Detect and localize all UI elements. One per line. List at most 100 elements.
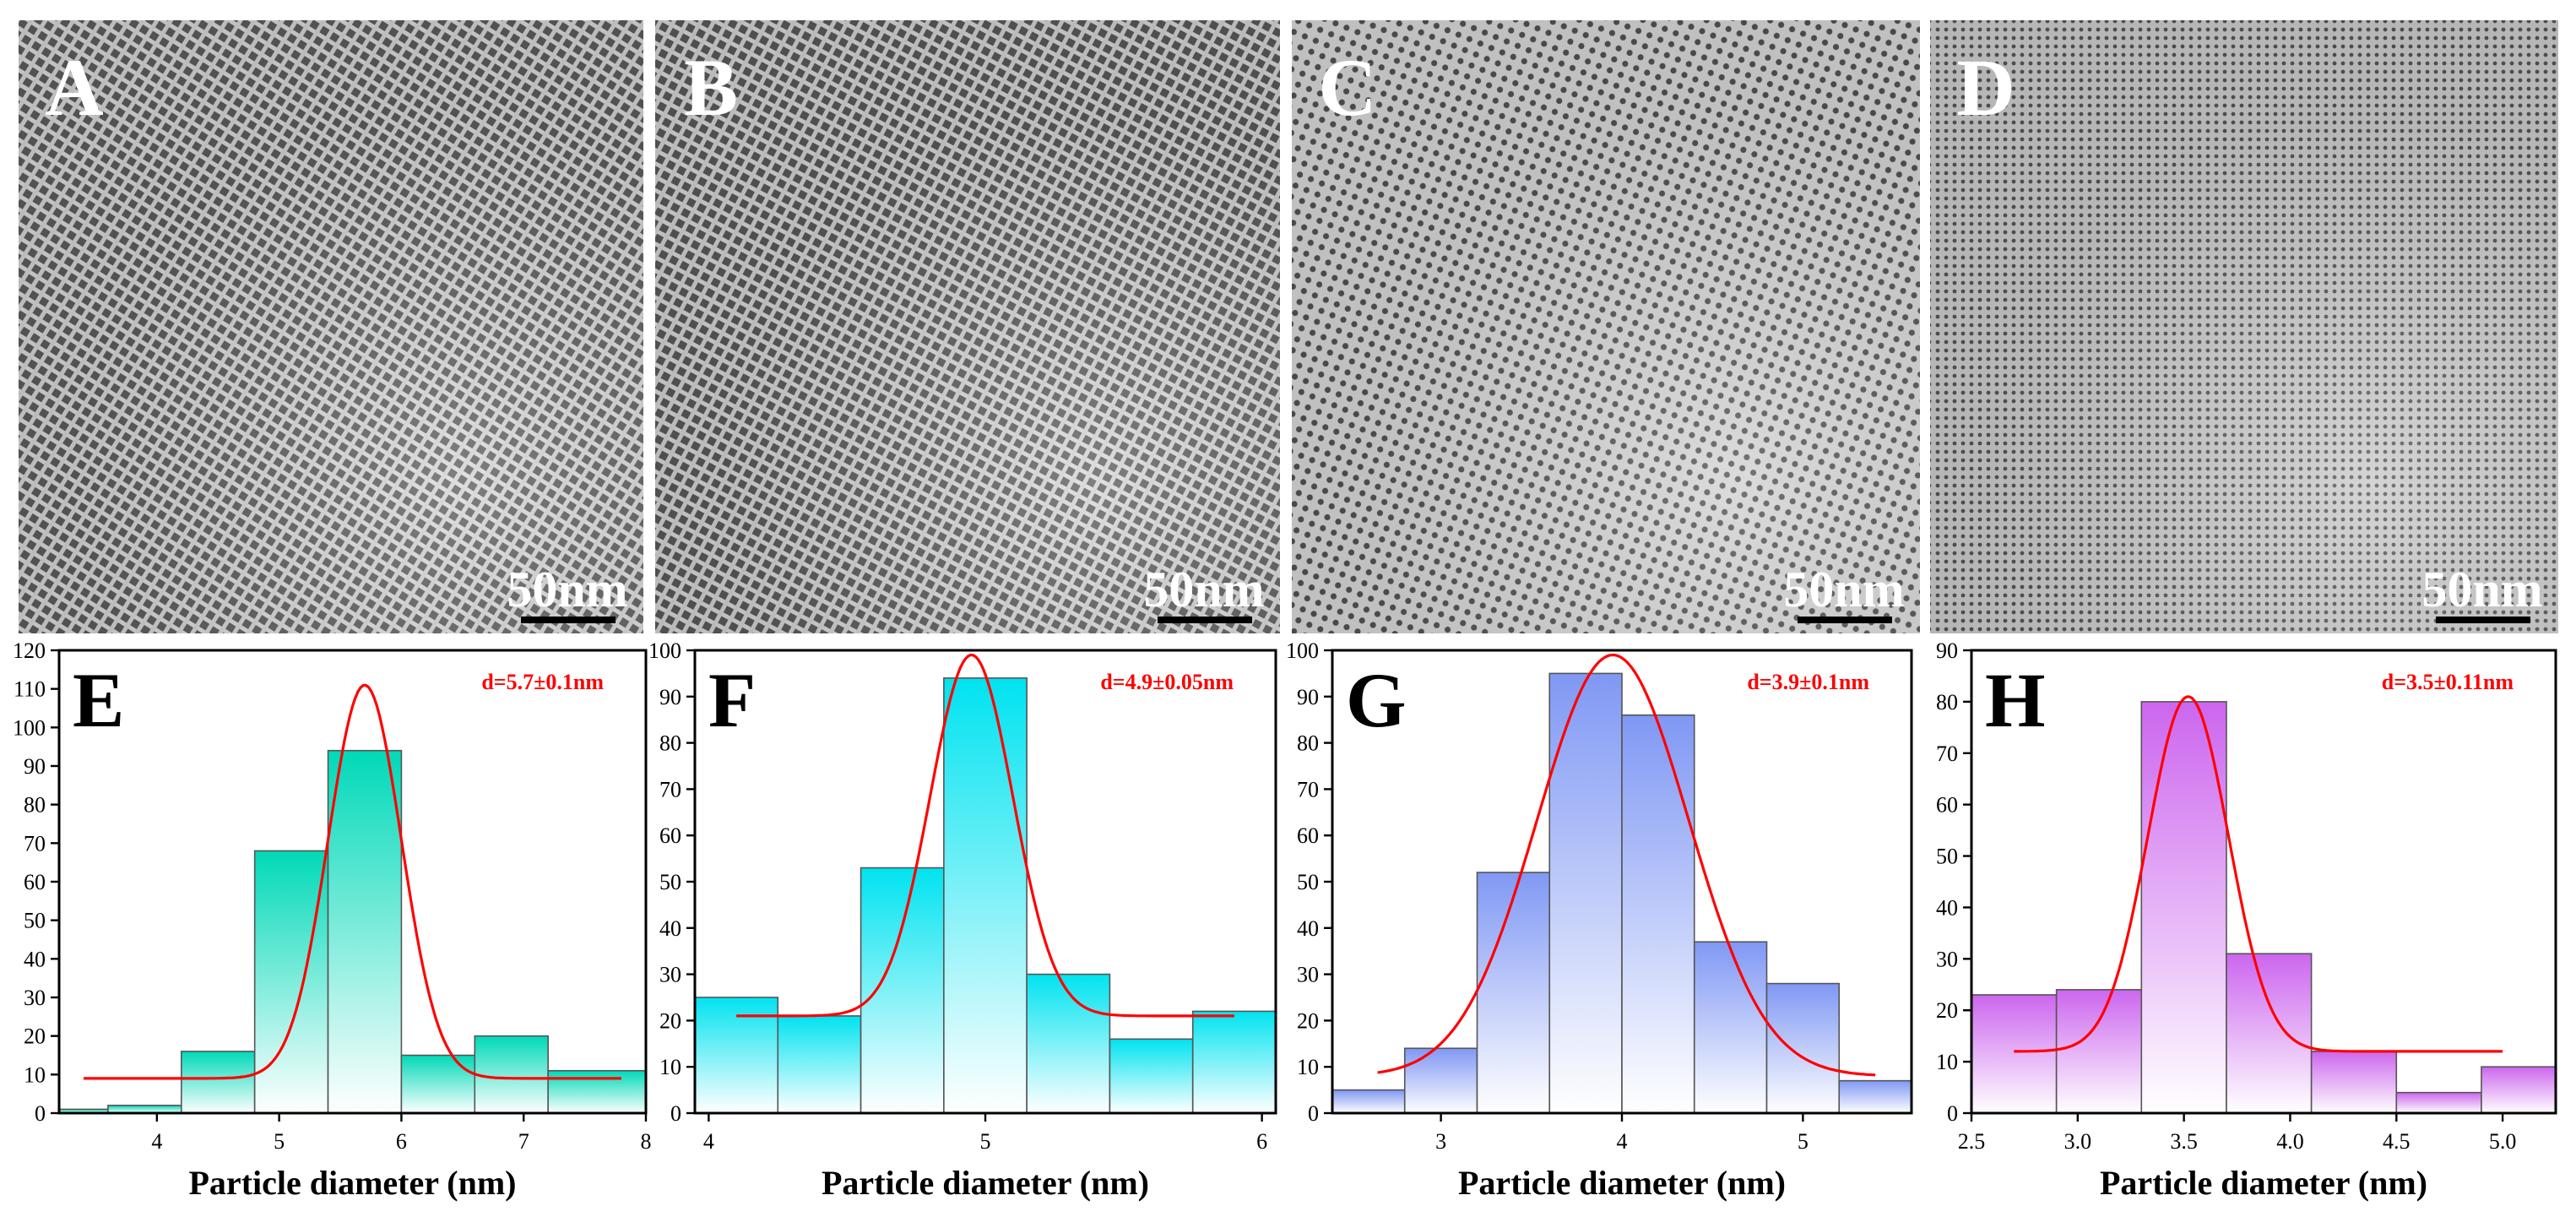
histogram-bar xyxy=(777,1015,862,1114)
y-tick-label: 30 xyxy=(1936,947,1958,971)
y-tick-label: 60 xyxy=(1936,793,1958,818)
histogram-bar xyxy=(1693,941,1768,1114)
y-tick-label: 80 xyxy=(659,731,681,756)
y-tick-label: 30 xyxy=(24,986,46,1010)
histogram-bar xyxy=(1971,994,2058,1114)
x-axis-label: Particle diameter (nm) xyxy=(822,1164,1149,1202)
x-tick-label: 6 xyxy=(396,1129,407,1154)
histogram-bar xyxy=(1621,714,1695,1114)
y-tick-label: 80 xyxy=(1297,731,1319,756)
histogram-bar xyxy=(327,749,403,1114)
panel-label: F xyxy=(708,657,756,743)
histogram-bar xyxy=(180,1051,256,1114)
y-tick-label: 20 xyxy=(24,1024,46,1049)
y-tick-label: 20 xyxy=(1936,998,1958,1023)
y-tick-label: 10 xyxy=(24,1062,46,1087)
tem-panel-b: B 50nm xyxy=(655,20,1280,633)
scale-bar xyxy=(521,617,616,623)
panel-label: C xyxy=(1318,42,1376,133)
x-tick-label: 5 xyxy=(274,1129,285,1154)
histogram-bar xyxy=(2310,1051,2398,1114)
y-tick-label: 40 xyxy=(1297,916,1319,941)
histogram-panel-f: 0 10 20 30 40 50 60 70 80 90 100 4 5 6 Particle diamet… xyxy=(648,638,1277,1202)
histogram-bar xyxy=(2481,1066,2557,1114)
y-tick-label: 30 xyxy=(1297,963,1319,987)
y-tick-label: 80 xyxy=(1936,690,1958,714)
histogram-bar xyxy=(860,867,945,1114)
gaussian-fit-curve xyxy=(2014,695,2503,1053)
panel-label: E xyxy=(73,657,124,743)
panel-label: G xyxy=(1346,657,1407,743)
plot-frame xyxy=(1970,649,2557,1115)
size-annotation: d=5.7±0.1nm xyxy=(481,670,604,694)
histogram-bar xyxy=(1109,1038,1194,1114)
tem-image-row: A 50nm B 50nm C 50nm D 50nm xyxy=(19,20,2558,633)
histogram-bar xyxy=(1838,1079,1912,1114)
tem-panel-a: A 50nm xyxy=(19,20,643,633)
y-tick-label: 90 xyxy=(1936,638,1958,663)
x-axis-label: Particle diameter (nm) xyxy=(2100,1164,2427,1202)
gaussian-fit-curve xyxy=(736,653,1234,1018)
y-tick-label: 90 xyxy=(659,685,681,709)
histogram-panel-g: 0 10 20 30 40 50 60 70 80 90 100 3 4 5 Particle diamet… xyxy=(1286,638,1913,1202)
gaussian-fit-curve xyxy=(84,683,621,1080)
size-annotation: d=3.5±0.11nm xyxy=(2382,670,2514,694)
x-tick-label: 3.0 xyxy=(2064,1129,2092,1154)
y-tick-label: 100 xyxy=(13,715,46,740)
tem-tone-overlay xyxy=(19,20,643,633)
y-tick-label: 110 xyxy=(14,677,46,702)
x-tick-label: 4.5 xyxy=(2383,1129,2411,1154)
y-tick-label: 70 xyxy=(659,777,681,801)
y-tick-label: 100 xyxy=(1286,638,1319,663)
y-tick-label: 70 xyxy=(1936,742,1958,766)
y-tick-label: 60 xyxy=(659,823,681,848)
tem-panel-d: D 50nm xyxy=(1930,20,2558,633)
gaussian-fit-curve xyxy=(1377,653,1876,1077)
histogram-bar xyxy=(1765,982,1841,1114)
tem-panel-c: C 50nm xyxy=(1292,20,1920,633)
panel-label: H xyxy=(1985,657,2046,743)
panel-label: D xyxy=(1956,42,2015,133)
y-tick-label: 70 xyxy=(1297,777,1319,801)
y-tick-label: 40 xyxy=(24,947,46,971)
y-tick-label: 0 xyxy=(1308,1101,1319,1126)
scale-bar-label: 50nm xyxy=(1783,562,1904,617)
x-tick-label: 4 xyxy=(1617,1129,1628,1154)
histogram-bar xyxy=(943,677,1028,1114)
scale-bar-label: 50nm xyxy=(507,562,627,617)
x-tick-label: 5 xyxy=(980,1129,991,1154)
histogram-bar xyxy=(1548,672,1623,1114)
tem-tone-overlay xyxy=(1930,20,2558,633)
x-tick-label: 3.5 xyxy=(2170,1129,2198,1154)
histogram-bar xyxy=(2140,701,2227,1114)
panel-label: A xyxy=(45,42,103,133)
x-tick-label: 7 xyxy=(518,1129,529,1154)
x-tick-label: 3 xyxy=(1435,1129,1446,1154)
x-tick-label: 6 xyxy=(1256,1129,1267,1154)
histogram-panel-e: 0 10 20 30 40 50 60 70 80 90 100 110 120 4 5 6 7 8 Particl… xyxy=(13,638,652,1202)
size-annotation: d=4.9±0.05nm xyxy=(1100,670,1234,694)
histogram-bar xyxy=(1476,872,1551,1114)
y-tick-label: 0 xyxy=(670,1101,681,1126)
y-tick-label: 40 xyxy=(1936,895,1958,920)
histogram-bar xyxy=(253,850,329,1114)
scale-bar xyxy=(2436,617,2530,623)
y-tick-label: 90 xyxy=(1297,685,1319,709)
y-tick-label: 10 xyxy=(659,1055,681,1079)
histogram-bar xyxy=(2395,1091,2482,1114)
x-tick-label: 5.0 xyxy=(2489,1129,2517,1154)
scale-bar xyxy=(1798,617,1892,623)
y-tick-label: 20 xyxy=(659,1008,681,1033)
x-tick-label: 8 xyxy=(641,1129,652,1154)
y-tick-label: 10 xyxy=(1936,1050,1958,1074)
histogram-bar xyxy=(1403,1047,1478,1114)
y-tick-label: 50 xyxy=(659,870,681,894)
histogram-bar xyxy=(474,1035,549,1114)
y-tick-label: 50 xyxy=(1297,870,1319,894)
histogram-bar xyxy=(2226,953,2313,1114)
y-tick-label: 50 xyxy=(24,909,46,933)
y-tick-label: 0 xyxy=(35,1101,46,1126)
size-annotation: d=3.9±0.1nm xyxy=(1747,670,1869,694)
x-axis-label: Particle diameter (nm) xyxy=(189,1164,517,1202)
